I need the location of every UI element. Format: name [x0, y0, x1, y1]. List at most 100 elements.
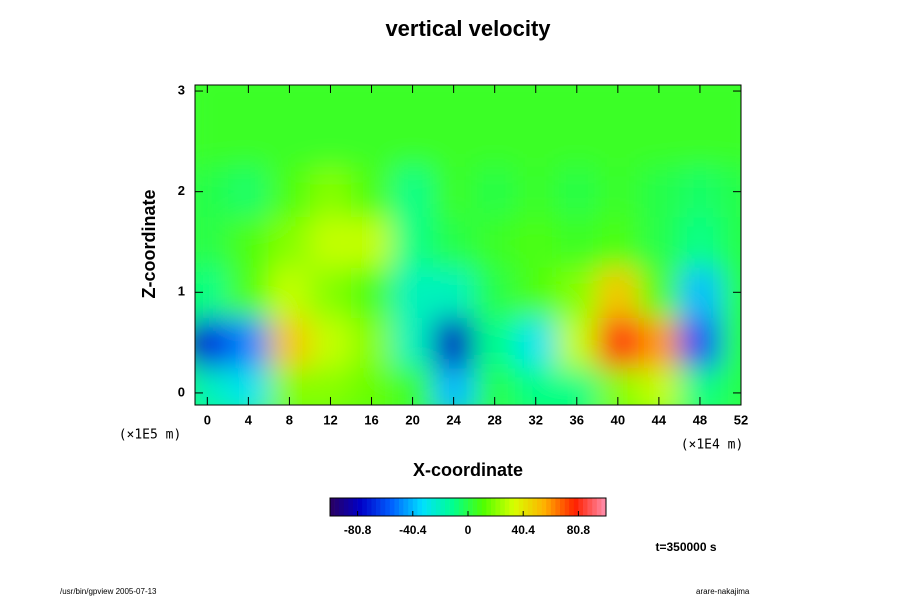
colorbar-segment	[334, 498, 340, 516]
cell	[474, 317, 516, 369]
cell	[351, 116, 393, 168]
cell	[351, 267, 393, 318]
cell	[720, 367, 741, 405]
cell	[268, 267, 311, 318]
cell	[720, 267, 741, 318]
cell	[392, 317, 434, 369]
cell	[556, 367, 598, 405]
cell	[597, 166, 639, 218]
cell	[309, 116, 352, 168]
cell	[720, 166, 741, 218]
colorbar-segment	[583, 498, 588, 516]
x-axis-label: X-coordinate	[413, 460, 523, 480]
colorbar-segment	[550, 498, 556, 516]
y-tick-label: 2	[178, 183, 185, 198]
colorbar-segment	[431, 498, 437, 516]
cell	[720, 317, 741, 369]
colorbar-segment	[486, 498, 492, 516]
cell	[638, 116, 680, 168]
colorbar-segment	[592, 498, 598, 516]
cell	[309, 216, 352, 268]
cell	[515, 116, 557, 168]
y-unit: (×1E5 m)	[119, 428, 182, 443]
cell	[309, 317, 352, 369]
colorbar-segment	[339, 498, 345, 516]
cell	[679, 116, 721, 168]
cell	[268, 367, 311, 405]
colorbar-segment	[348, 498, 354, 516]
colorbar-tick-label: 0	[465, 523, 472, 537]
colorbar: -80.8 -40.4 0 40.4 80.8	[330, 498, 607, 537]
cell	[195, 317, 229, 369]
colorbar-segment	[495, 498, 501, 516]
cell	[515, 267, 557, 318]
cell	[638, 166, 680, 218]
colorbar-segment	[514, 498, 519, 516]
cell	[679, 216, 721, 268]
colorbar-segment	[394, 498, 400, 516]
cell	[474, 116, 516, 168]
colorbar-segment	[564, 498, 570, 516]
cell	[309, 367, 352, 405]
x-tick-label: 0	[204, 412, 211, 427]
x-tick-label: 16	[364, 412, 378, 427]
cell	[392, 166, 434, 218]
colorbar-segment	[385, 498, 391, 516]
colorbar-segment	[527, 498, 533, 516]
colorbar-segment	[454, 498, 460, 516]
x-tick-label: 36	[570, 412, 584, 427]
colorbar-segment	[541, 498, 547, 516]
colorbar-segment	[371, 498, 377, 516]
footer-left: /usr/bin/gpview 2005-07-13	[60, 587, 157, 596]
colorbar-segment	[491, 498, 496, 516]
x-tick-label: 44	[652, 412, 667, 427]
cell	[227, 317, 270, 369]
colorbar-segment	[463, 498, 469, 516]
cell	[597, 267, 639, 318]
cell	[195, 267, 229, 318]
cell	[556, 317, 598, 369]
colorbar-segment	[537, 498, 542, 516]
cell	[433, 216, 475, 268]
cell	[195, 216, 229, 268]
cell	[227, 116, 270, 168]
cell	[515, 216, 557, 268]
cell	[433, 116, 475, 168]
x-tick-label: 48	[693, 412, 707, 427]
colorbar-segment	[560, 498, 565, 516]
cell	[227, 367, 270, 405]
colorbar-segment	[362, 498, 368, 516]
colorbar-segment	[426, 498, 432, 516]
cell	[679, 317, 721, 369]
cell	[679, 367, 721, 405]
cell	[556, 267, 598, 318]
colorbar-tick-label: -80.8	[344, 523, 372, 537]
plot-area	[195, 85, 741, 405]
cell	[597, 317, 639, 369]
footer-right: arare-nakajima	[696, 587, 750, 596]
colorbar-tick-label: 80.8	[567, 523, 591, 537]
cell	[309, 166, 352, 218]
colorbar-segment	[523, 498, 529, 516]
cell	[679, 166, 721, 218]
y-tick-label: 0	[178, 384, 185, 399]
x-tick-label: 40	[611, 412, 625, 427]
cell	[679, 267, 721, 318]
colorbar-segment	[532, 498, 538, 516]
colorbar-segment	[343, 498, 349, 516]
colorbar-segment	[403, 498, 409, 516]
cell	[515, 367, 557, 405]
cell	[268, 216, 311, 268]
x-tick-label: 32	[529, 412, 543, 427]
cell	[474, 367, 516, 405]
colorbar-segment	[357, 498, 363, 516]
colorbar-segment	[601, 498, 607, 516]
field	[195, 85, 741, 405]
cell	[227, 267, 270, 318]
colorbar-segment	[546, 498, 552, 516]
cell	[433, 267, 475, 318]
colorbar-segment	[504, 498, 510, 516]
colorbar-segment	[477, 498, 483, 516]
cell	[638, 267, 680, 318]
y-tick-label: 1	[178, 284, 185, 299]
